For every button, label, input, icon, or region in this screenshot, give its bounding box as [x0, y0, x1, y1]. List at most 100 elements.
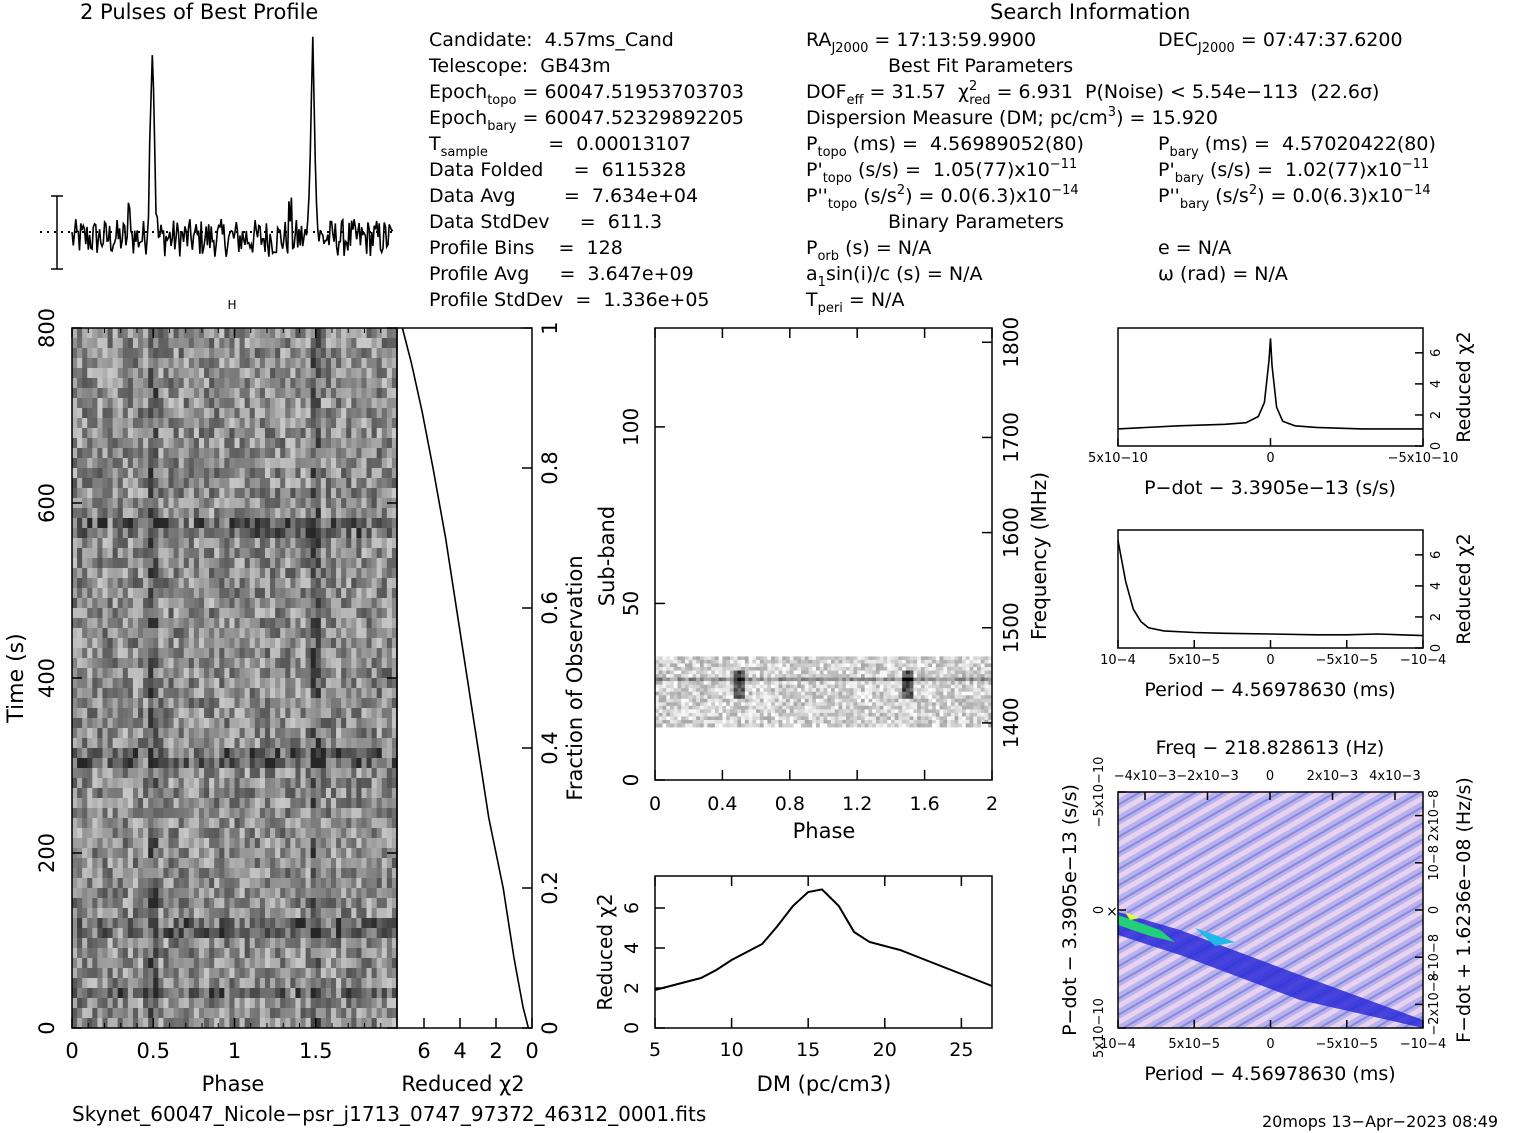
heatmap-cell — [183, 398, 190, 409]
heatmap-cell — [148, 918, 154, 929]
heatmap-cell — [341, 768, 347, 779]
subband-cell — [812, 663, 817, 668]
heatmap-cell — [168, 588, 174, 599]
heatmap-cell — [234, 628, 240, 639]
heatmap-cell — [219, 598, 225, 609]
heatmap-cell — [77, 568, 83, 579]
heatmap-cell — [183, 678, 190, 689]
heatmap-cell — [244, 588, 251, 599]
subband-cell — [917, 667, 922, 671]
heatmap-cell — [249, 928, 256, 939]
heatmap-cell — [153, 728, 159, 739]
subband-cell — [718, 663, 723, 668]
heatmap-cell — [239, 398, 246, 409]
heatmap-cell — [341, 448, 347, 459]
subband-cell — [662, 663, 667, 668]
heatmap-cell — [193, 968, 200, 979]
heatmap-cell — [305, 948, 312, 959]
heatmap-cell — [209, 618, 215, 629]
heatmap-cell — [239, 528, 246, 539]
heatmap-cell — [275, 498, 281, 509]
heatmap-cell — [361, 978, 367, 989]
heatmap-cell — [112, 328, 119, 339]
heatmap-cell — [219, 348, 225, 359]
heatmap-cell — [92, 428, 98, 439]
heatmap-cell — [117, 688, 124, 699]
heatmap-cell — [193, 788, 200, 799]
heatmap-cell — [295, 538, 301, 549]
heatmap-cell — [178, 738, 185, 749]
heatmap-cell — [295, 758, 301, 769]
tsample-line: Tsample = 0.00013107 — [429, 133, 692, 160]
heatmap-cell — [320, 638, 327, 649]
heatmap-cell — [300, 738, 306, 749]
heatmap-cell — [280, 928, 286, 939]
heatmap-cell — [234, 818, 240, 829]
heatmap-cell — [87, 908, 93, 919]
subband-cell — [819, 656, 824, 661]
heatmap-cell — [219, 618, 225, 629]
heatmap-cell — [102, 978, 108, 989]
heatmap-cell — [102, 708, 108, 719]
heatmap-cell — [168, 388, 174, 399]
heatmap-cell — [330, 528, 337, 539]
subband-cell — [767, 667, 772, 671]
heatmap-cell — [280, 638, 286, 649]
heatmap-cell — [153, 658, 159, 669]
heatmap-cell — [219, 448, 225, 459]
heatmap-cell — [97, 798, 103, 809]
heatmap-cell — [72, 928, 78, 939]
heatmap-cell — [193, 548, 200, 559]
heatmap-cell — [168, 758, 174, 769]
heatmap-cell — [275, 878, 281, 889]
subband-cell — [883, 656, 888, 661]
heatmap-cell — [188, 708, 195, 719]
heatmap-cell — [254, 988, 261, 999]
heatmap-cell — [163, 578, 169, 589]
heatmap-cell — [173, 918, 180, 929]
heatmap-cell — [341, 888, 347, 899]
heatmap-cell — [346, 588, 352, 599]
heatmap-cell — [224, 378, 230, 389]
heatmap-cell — [143, 398, 149, 409]
heatmap-cell — [107, 568, 114, 579]
heatmap-cell — [315, 438, 322, 449]
subband-cell — [860, 659, 866, 664]
heatmap-cell — [178, 868, 185, 879]
heatmap-cell — [153, 348, 159, 359]
heatmap-cell — [249, 458, 256, 469]
heatmap-cell — [168, 478, 174, 489]
heatmap-cell — [153, 928, 159, 939]
subband-cell — [666, 670, 671, 675]
heatmap-cell — [229, 548, 235, 559]
heatmap-cell — [193, 938, 200, 949]
heatmap-cell — [148, 488, 154, 499]
heatmap-cell — [148, 638, 154, 649]
heatmap-cell — [132, 888, 139, 899]
heatmap-cell — [259, 698, 266, 709]
heatmap-cell — [295, 908, 301, 919]
heatmap-cell — [275, 868, 281, 879]
heatmap-cell — [153, 1008, 159, 1019]
heatmap-cell — [188, 688, 195, 699]
heatmap-cell — [285, 388, 291, 399]
heatmap-cell — [249, 988, 256, 999]
heatmap-cell — [143, 928, 149, 939]
heatmap-cell — [132, 898, 139, 909]
heatmap-cell — [188, 338, 195, 349]
heatmap-cell — [82, 748, 88, 759]
heatmap-cell — [325, 488, 332, 499]
heatmap-cell — [290, 788, 296, 799]
subband-cell — [823, 663, 828, 668]
subband-cell — [782, 667, 787, 671]
heatmap-cell — [285, 408, 291, 419]
heatmap-cell — [229, 898, 235, 909]
heatmap-cell — [153, 468, 159, 479]
heatmap-cell — [209, 988, 215, 999]
heatmap-cell — [386, 348, 393, 359]
heatmap-cell — [117, 488, 124, 499]
heatmap-cell — [351, 548, 357, 559]
heatmap-cell — [214, 1008, 220, 1019]
heatmap-cell — [295, 918, 301, 929]
heatmap-cell — [305, 458, 312, 469]
